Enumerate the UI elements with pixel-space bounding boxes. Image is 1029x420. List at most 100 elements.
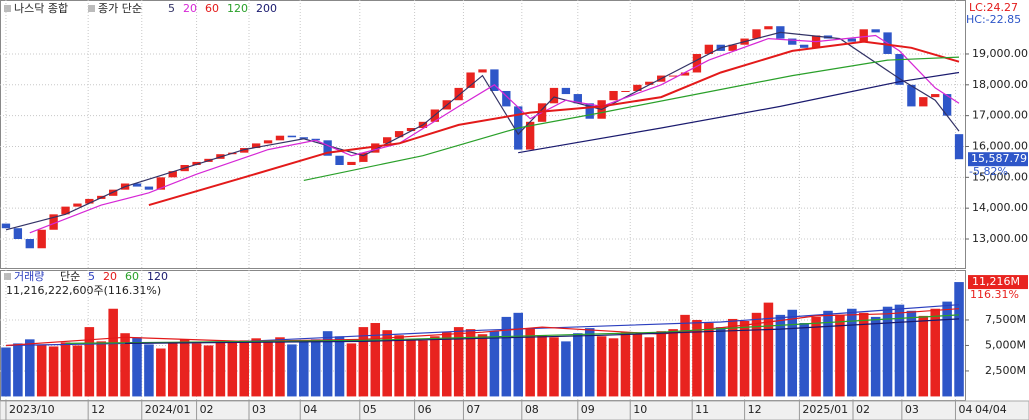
- candle: [942, 94, 952, 116]
- volume-bar: [13, 343, 23, 397]
- x-tick-label: 03: [905, 403, 919, 416]
- volume-bar: [561, 341, 571, 397]
- candle: [573, 94, 582, 104]
- volume-bar: [727, 318, 738, 397]
- x-tick-label: 02: [200, 403, 214, 416]
- volume-bar: [704, 323, 714, 397]
- volume-title: 거래량: [14, 270, 44, 283]
- volume-bar: [692, 319, 702, 397]
- volume-bar: [632, 334, 643, 397]
- ma-line: [65, 314, 960, 344]
- x-tick-label: 03: [252, 403, 266, 416]
- volume-bar: [573, 333, 583, 397]
- candle: [621, 90, 630, 92]
- candle: [525, 121, 535, 150]
- volume-bar: [644, 337, 655, 397]
- ma-line: [29, 34, 960, 234]
- x-tick-label: 07: [466, 403, 480, 416]
- ma-line: [303, 56, 960, 181]
- chart-title: 나스닥 종합: [14, 2, 68, 15]
- y-tick-label: 16,000.00: [972, 139, 1028, 152]
- hc-label: HC:-22.85: [966, 13, 1021, 26]
- candle: [287, 135, 297, 138]
- volume-bar: [465, 329, 476, 397]
- volume-bar: [537, 335, 547, 397]
- candle: [847, 38, 856, 42]
- volume-bar: [608, 338, 619, 397]
- candle: [478, 69, 487, 73]
- lc-label: LC:24.27: [969, 1, 1018, 14]
- volume-bar: [227, 342, 238, 397]
- x-tick-label: 02: [856, 403, 870, 416]
- y-tick-label: 5,000M: [985, 338, 1026, 351]
- x-tick-label: 04: [958, 403, 972, 416]
- candle: [347, 161, 356, 165]
- volume-bar: [418, 340, 428, 397]
- candle: [85, 198, 94, 204]
- x-tick-label: 09: [581, 403, 595, 416]
- candle: [490, 69, 499, 91]
- volume-bar: [525, 328, 535, 397]
- volume-bar: [322, 331, 333, 397]
- candle: [668, 75, 678, 77]
- volume-bar: [477, 334, 488, 397]
- y-tick-label: 2,500M: [985, 364, 1026, 377]
- volume-box-label: 11,216M: [972, 275, 1020, 288]
- volume-bar: [275, 337, 285, 397]
- ma-line: [148, 40, 960, 207]
- candle: [728, 44, 737, 51]
- volume-info: 11,216,222,600주(116.31%): [6, 284, 161, 297]
- legend-entry: 200: [256, 2, 277, 15]
- volume-bar: [84, 327, 95, 397]
- candle: [240, 148, 249, 153]
- candle: [633, 84, 642, 91]
- x-tick-label: 2024/01: [145, 403, 191, 416]
- volume-bar: [96, 341, 107, 397]
- candle: [502, 90, 511, 107]
- volume-bar: [751, 312, 762, 397]
- candle: [752, 29, 761, 39]
- volume-bar: [346, 343, 357, 397]
- volume-bar: [179, 339, 190, 397]
- volume-bar: [358, 327, 369, 397]
- candle: [37, 229, 46, 249]
- x-tick-label: 11: [695, 403, 709, 416]
- volume-bar: [894, 304, 905, 397]
- candle: [931, 94, 940, 98]
- volume-bar: [251, 338, 261, 397]
- legend-entry: 60: [205, 2, 219, 15]
- y-tick-label: 7,500M: [985, 313, 1026, 326]
- volume-bar: [108, 308, 118, 397]
- y-tick-label: 14,000.00: [972, 201, 1028, 214]
- volume-ma-label: 단순: [60, 270, 80, 283]
- volume-bar: [334, 336, 345, 397]
- legend-entry: 120: [227, 2, 248, 15]
- volume-bar: [680, 314, 690, 397]
- candle: [192, 161, 201, 165]
- candle: [871, 29, 880, 33]
- volume-bar: [847, 308, 857, 397]
- volume-bar: [942, 301, 952, 397]
- candle: [466, 72, 475, 88]
- volume-bar: [36, 344, 47, 397]
- candle: [311, 138, 320, 141]
- candle: [13, 228, 23, 240]
- legend-entry: 60: [125, 270, 139, 283]
- volume-bar: [549, 337, 559, 397]
- volume-bar: [394, 335, 404, 397]
- candle: [788, 38, 797, 45]
- volume-bar: [811, 316, 821, 397]
- volume-bar: [870, 316, 881, 397]
- volume-bar: [906, 310, 917, 397]
- volume-box: [968, 275, 1028, 290]
- y-tick-label: 19,000.00: [972, 47, 1028, 60]
- candle: [799, 44, 809, 48]
- price-box-label: 15,587.79: [971, 152, 1027, 165]
- volume-bar: [930, 308, 940, 397]
- volume-bar: [132, 337, 142, 397]
- volume-bar: [799, 323, 809, 397]
- candle: [383, 137, 392, 144]
- volume-bar: [156, 348, 166, 397]
- candle: [73, 203, 82, 207]
- x-tick-label: 2025/01: [802, 403, 848, 416]
